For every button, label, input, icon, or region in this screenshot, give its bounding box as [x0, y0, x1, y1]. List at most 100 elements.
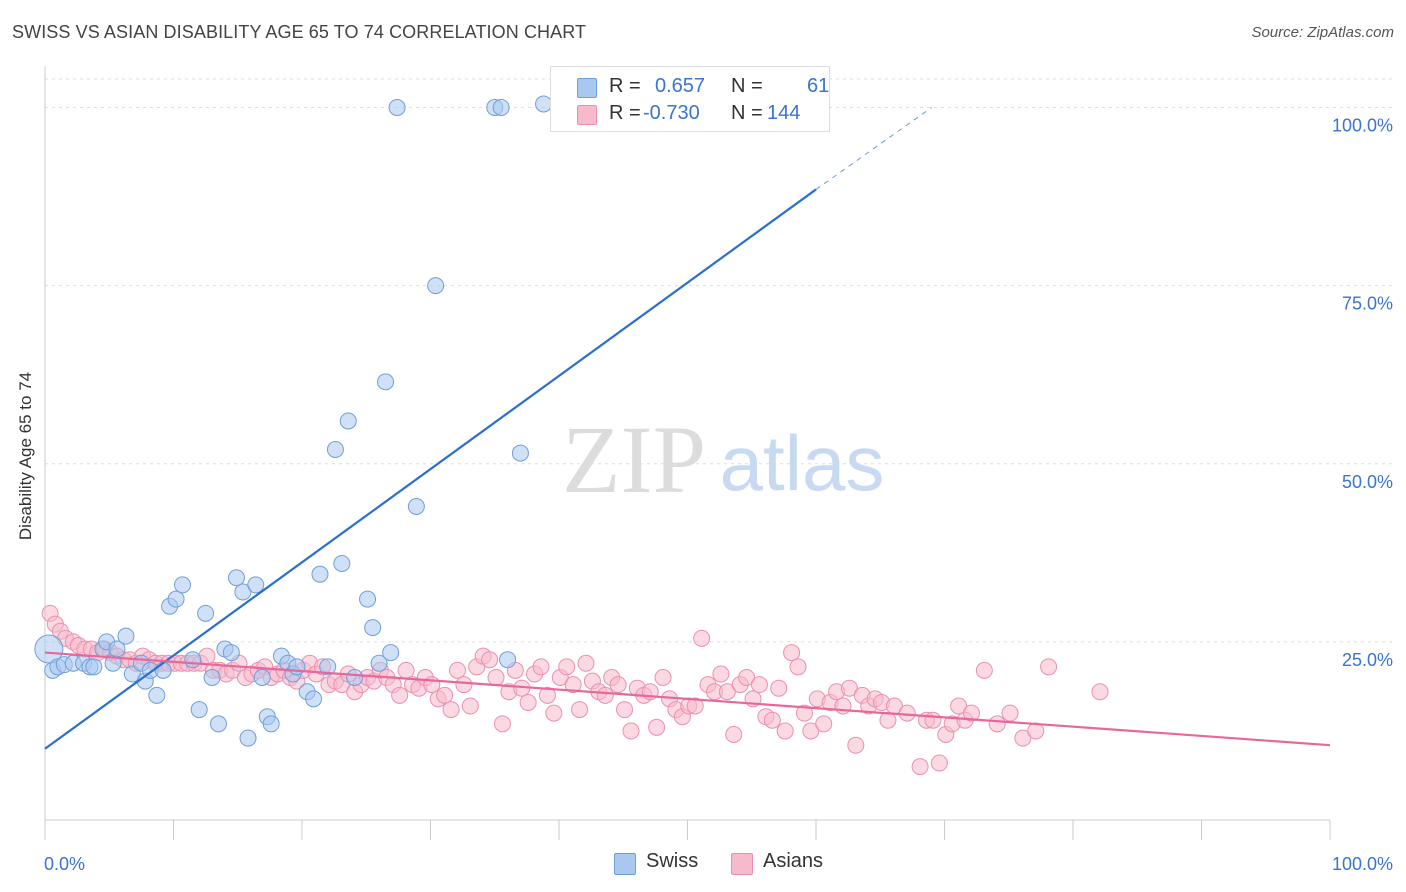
legend-swiss-n: 61	[807, 75, 830, 97]
asian-point	[1091, 683, 1109, 701]
asian-point	[725, 726, 743, 743]
swiss-point	[333, 555, 351, 572]
asian-point	[442, 701, 460, 719]
swiss-point	[346, 669, 364, 686]
asian-point	[840, 679, 858, 697]
asian-point	[198, 647, 216, 665]
asian-point	[564, 676, 582, 694]
swiss-point	[154, 661, 172, 679]
legend: R = 0.657 N = 61 R = -0.730 N = 144	[550, 66, 830, 132]
watermark: ZIP atlas	[562, 406, 884, 513]
swiss-point	[148, 686, 166, 704]
swiss-point	[117, 627, 135, 645]
asian-point	[397, 661, 415, 679]
asian-point	[391, 686, 409, 704]
axes	[44, 66, 1331, 840]
swiss-point	[511, 444, 529, 462]
asian-point	[487, 669, 505, 686]
asian-point	[795, 704, 813, 722]
swiss-trend-extension	[815, 107, 932, 190]
swiss-point	[311, 565, 329, 583]
swiss-point	[499, 651, 517, 669]
legend-asians-n: 144	[767, 102, 801, 124]
swiss-point	[190, 701, 208, 719]
asian-point	[898, 704, 916, 722]
asian-point	[532, 658, 550, 676]
asian-point	[616, 701, 634, 719]
asian-point	[571, 701, 589, 719]
swiss-point	[388, 99, 406, 116]
bottom-legend-label-asians: Asians	[763, 850, 824, 872]
asian-point	[686, 697, 704, 715]
swiss-point	[492, 99, 510, 116]
asian-point	[609, 676, 627, 694]
asian-point	[1014, 729, 1032, 747]
asian-point	[654, 669, 672, 686]
swiss-point	[359, 590, 377, 608]
legend-n-label: N =	[731, 102, 763, 124]
swiss-point	[234, 583, 252, 601]
asian-point	[770, 679, 788, 697]
legend-asians-r: -0.730	[643, 102, 700, 124]
swiss-point	[184, 651, 202, 669]
asian-point	[847, 736, 865, 754]
x-tick-label-min: 0.0%	[44, 854, 85, 874]
swiss-point	[288, 658, 306, 676]
asian-point	[789, 658, 807, 676]
swiss-point	[262, 715, 280, 733]
swiss-point	[85, 658, 103, 676]
asian-point	[783, 644, 801, 662]
y-tick-label: 100.0%	[1332, 116, 1393, 136]
asian-point	[930, 754, 948, 772]
asian-point	[648, 718, 666, 736]
asian-point	[802, 722, 820, 740]
asian-point	[577, 654, 595, 672]
chart-title: SWISS VS ASIAN DISABILITY AGE 65 TO 74 C…	[12, 22, 587, 42]
asian-point	[519, 693, 537, 711]
bottom-legend-swatch-asians	[731, 853, 753, 875]
gridlines	[45, 78, 1392, 643]
asian-point	[815, 715, 833, 733]
swiss-point	[364, 619, 382, 637]
asian-point	[1040, 658, 1058, 676]
legend-swatch-asians	[577, 105, 597, 125]
legend-r-label: R =	[609, 75, 641, 97]
asian-point	[693, 629, 711, 647]
swiss-point	[370, 654, 388, 672]
y-axis-label: Disability Age 65 to 74	[16, 371, 35, 541]
swiss-point	[427, 277, 445, 295]
swiss-point	[377, 373, 395, 391]
asian-point	[622, 722, 640, 740]
asian-point	[718, 683, 736, 701]
asian-point	[538, 686, 556, 704]
tick-labels: 25.0% 50.0% 75.0% 100.0% 0.0% 100.0%	[44, 116, 1393, 875]
swiss-point	[173, 576, 191, 594]
asian-point	[596, 686, 614, 704]
swiss-trend-line	[44, 188, 817, 750]
swiss-point	[197, 604, 215, 622]
swiss-point	[247, 576, 265, 594]
legend-swiss-r: 0.657	[655, 75, 706, 97]
asian-point	[493, 715, 511, 733]
legend-swatch-swiss	[577, 78, 597, 98]
bottom-legend-swatch-swiss	[614, 853, 636, 875]
watermark-atlas: atlas	[720, 419, 885, 507]
asian-point	[448, 661, 466, 679]
asian-point	[436, 686, 454, 704]
source-label: Source: ZipAtlas.com	[1251, 24, 1394, 41]
swiss-point	[203, 669, 221, 686]
asian-point	[975, 661, 993, 679]
legend-r-label: R =	[609, 102, 641, 124]
asian-point	[911, 758, 929, 776]
asian-point	[455, 676, 473, 694]
bottom-legend-label-swiss: Swiss	[646, 850, 699, 872]
swiss-point	[319, 658, 337, 676]
asian-point	[924, 711, 942, 729]
asian-point	[988, 715, 1006, 733]
x-tick-label-max: 100.0%	[1332, 854, 1393, 874]
swiss-point	[382, 644, 400, 662]
asian-point	[545, 704, 563, 722]
swiss-point	[222, 644, 240, 662]
y-tick-label: 25.0%	[1342, 650, 1393, 670]
